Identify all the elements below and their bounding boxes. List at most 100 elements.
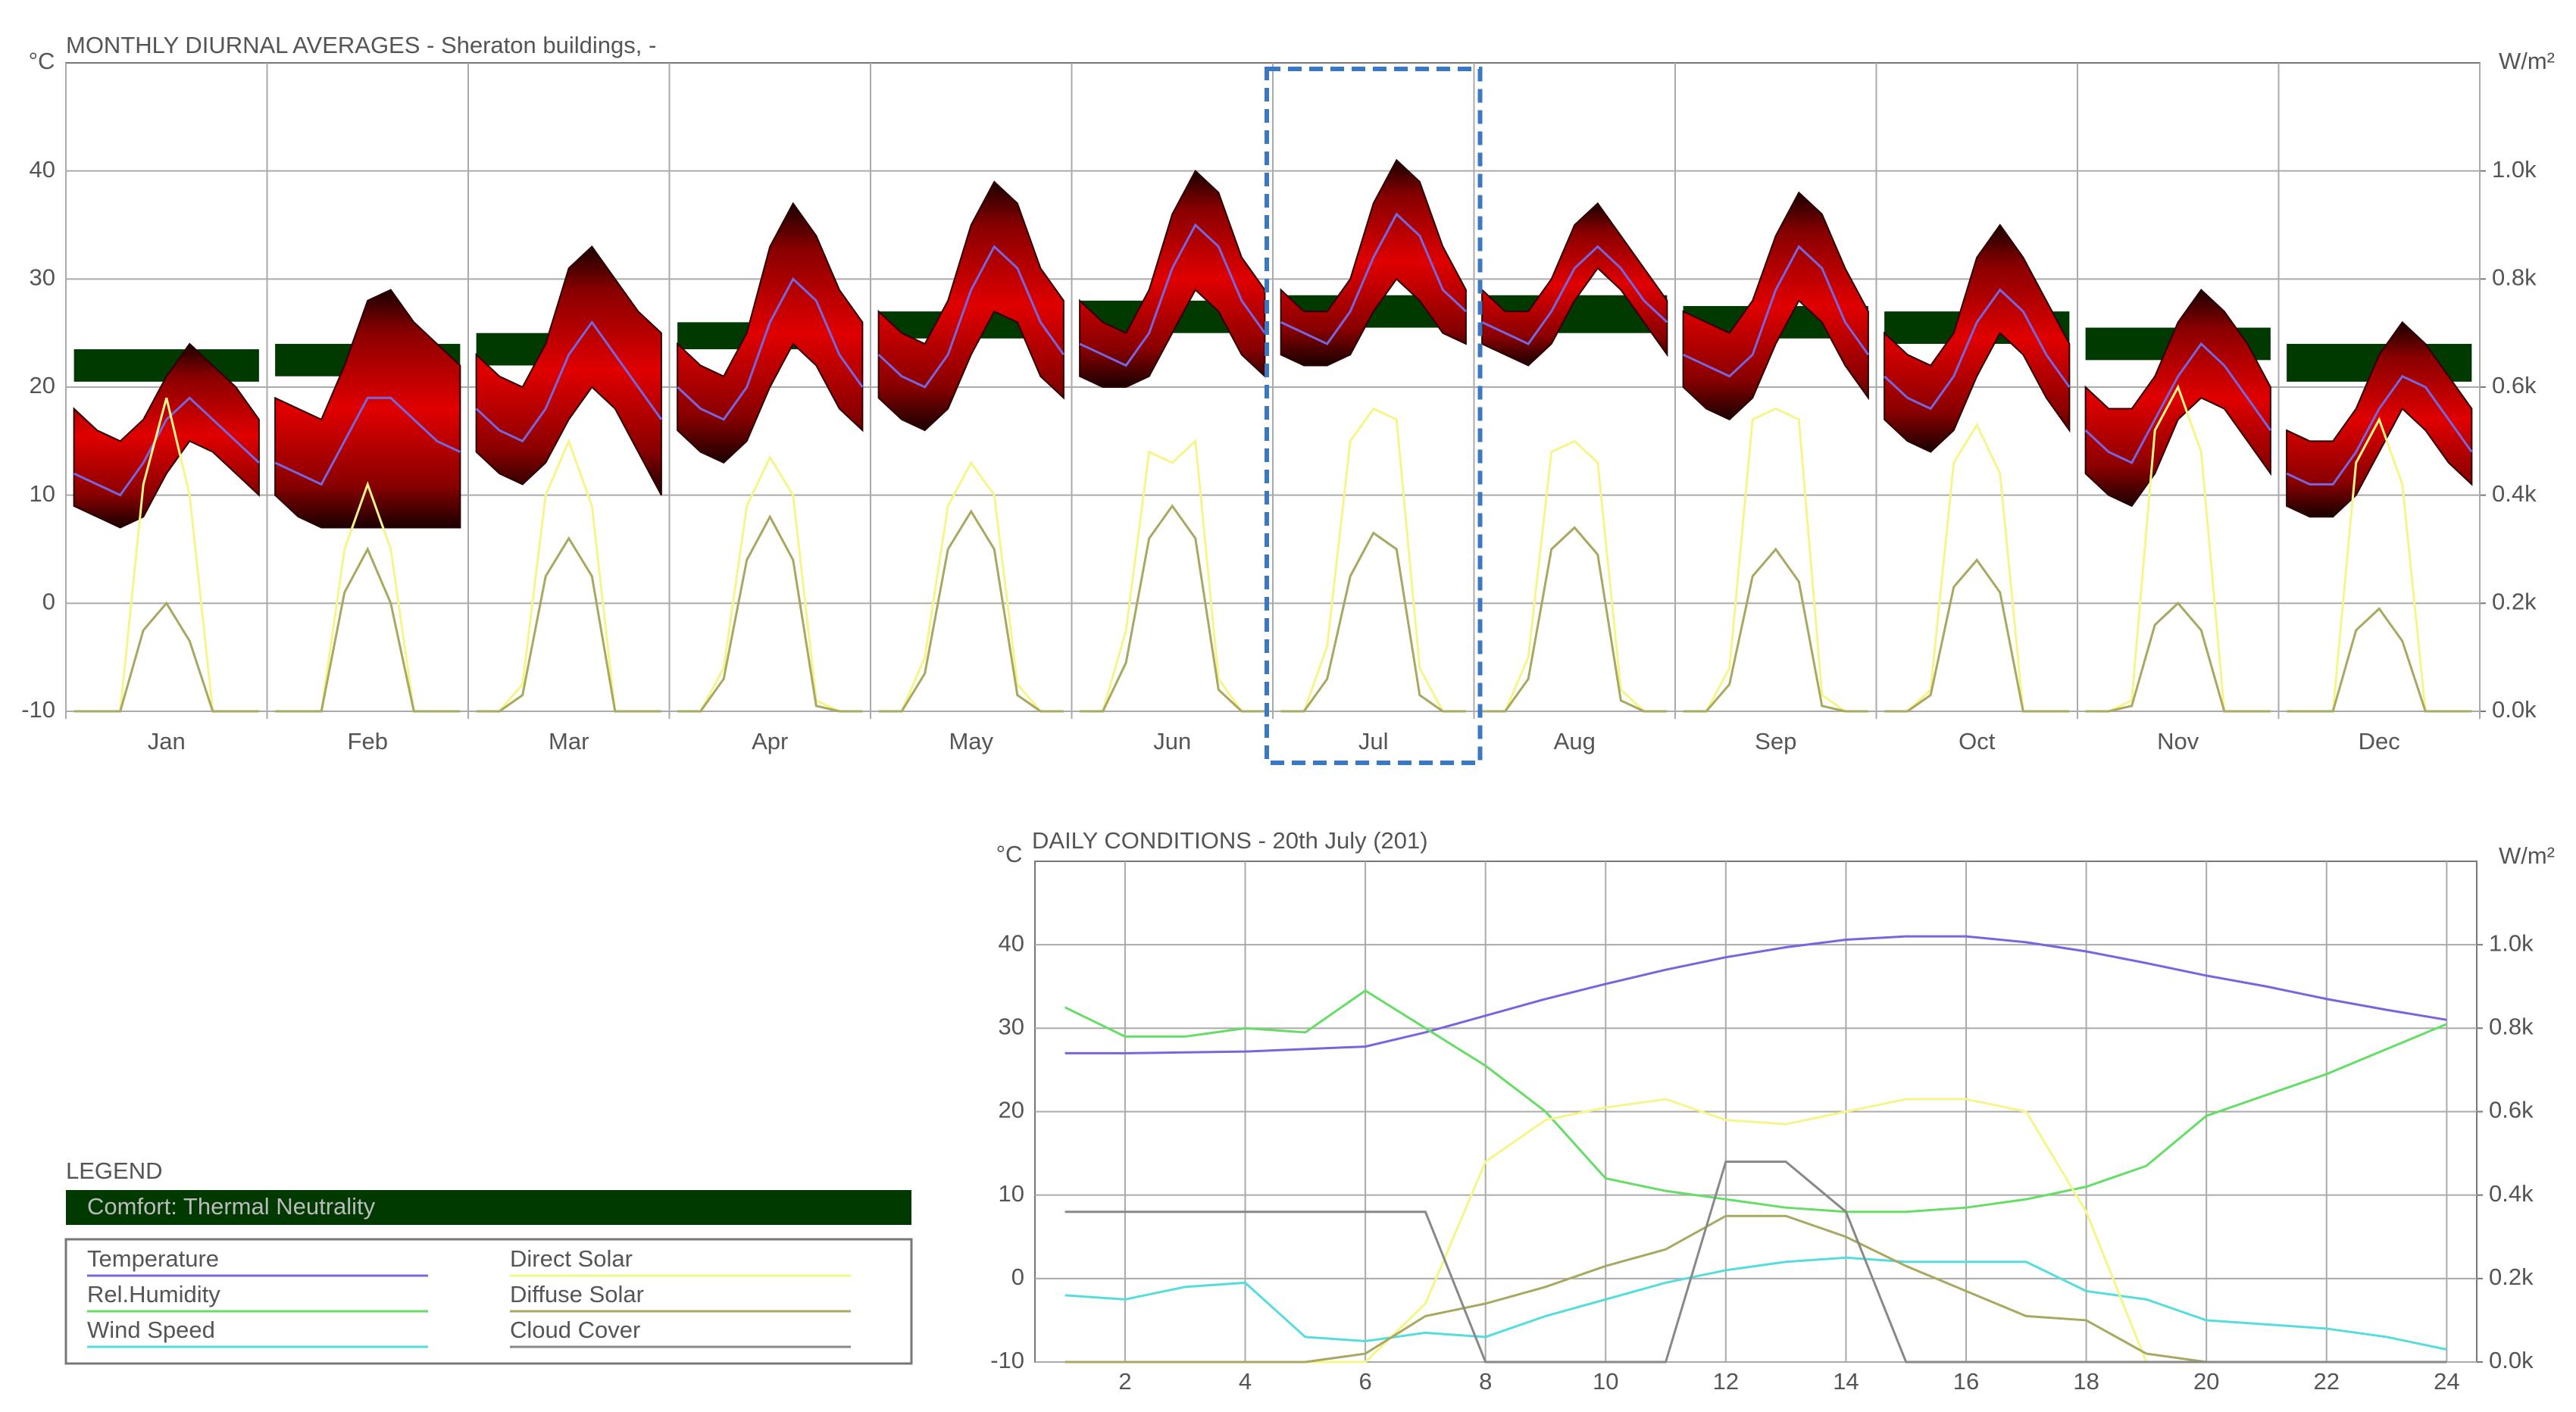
temperature-mean-line — [1481, 245, 1668, 345]
y2-tick-label: 0.2k — [2492, 589, 2537, 615]
temperature-range — [1481, 201, 1668, 367]
direct-solar-line — [1080, 439, 1265, 713]
y2-tick-label: 1.0k — [2489, 929, 2534, 956]
x-tick-label: Sep — [1755, 728, 1796, 754]
y2-tick-label: 0.4k — [2489, 1180, 2534, 1207]
highlight-frame — [1265, 67, 1483, 765]
x-tick-label: 4 — [1239, 1368, 1252, 1395]
x-tick-label: Jun — [1153, 728, 1191, 754]
diffuse-solar-line — [878, 509, 1064, 713]
temperature-range — [677, 201, 864, 464]
legend: LEGEND Comfort: Thermal Neutrality — [64, 1157, 913, 1365]
legend-box — [64, 1238, 913, 1365]
y2-tick-label: 0.0k — [2489, 1347, 2534, 1373]
y2-tick-label: 1.0k — [2492, 156, 2537, 183]
y2-tick-label: 0.0k — [2492, 696, 2537, 723]
x-tick-label: 20 — [2193, 1368, 2219, 1395]
y-tick-label: 20 — [30, 372, 55, 398]
legend-label: Temperature — [87, 1245, 219, 1272]
x-tick-label: 8 — [1479, 1368, 1492, 1395]
diffuse-solar-line — [476, 536, 661, 713]
y2-axis-unit: W/m² — [2499, 48, 2555, 74]
chart-title: MONTHLY DIURNAL AVERAGES - Sheraton buil… — [66, 32, 656, 58]
x-tick-label: Feb — [348, 728, 388, 754]
x-tick-label: 10 — [1593, 1368, 1618, 1395]
x-tick-label: 6 — [1358, 1368, 1371, 1395]
y-tick-label: 40 — [30, 156, 55, 183]
y-tick-label: 30 — [30, 264, 55, 291]
y2-tick-label: 0.6k — [2489, 1097, 2534, 1123]
legend-comfort-label: Comfort: Thermal Neutrality — [87, 1193, 376, 1220]
diffuse-solar-line — [1280, 531, 1466, 713]
temperature-mean-line — [274, 396, 461, 486]
y2-tick-label: 0.8k — [2489, 1014, 2534, 1040]
x-tick-label: Oct — [1959, 728, 1996, 754]
temperature-range — [73, 342, 260, 529]
y-tick-label: -10 — [990, 1347, 1024, 1373]
temperature-range — [1884, 223, 2071, 453]
temperature-mean-line — [1280, 212, 1467, 345]
x-tick-label: Aug — [1554, 728, 1596, 754]
y-tick-label: 0 — [42, 589, 55, 615]
temperature-mean-line — [877, 245, 1065, 389]
y2-tick-label: 0.2k — [2489, 1264, 2534, 1290]
diffuse-solar-line — [1080, 504, 1265, 713]
y-tick-label: 10 — [30, 480, 55, 507]
direct-solar-line — [878, 461, 1064, 713]
direct-solar-line — [1683, 407, 1868, 713]
y2-tick-label: 0.6k — [2492, 372, 2537, 398]
diffuse-solar-line — [1884, 558, 2070, 713]
y-tick-label: 30 — [999, 1014, 1024, 1040]
x-tick-label: May — [949, 728, 993, 754]
temperature-mean-line — [1682, 245, 1870, 378]
chart-title: DAILY CONDITIONS - 20th July (201) — [1032, 827, 1428, 854]
x-tick-label: Nov — [2157, 728, 2199, 754]
y2-tick-label: 0.8k — [2492, 264, 2537, 291]
legend-label: Rel.Humidity — [87, 1281, 220, 1307]
y2-axis-unit: W/m² — [2499, 842, 2555, 869]
temperature-range — [1682, 191, 1869, 420]
diffuse-solar-line — [2085, 601, 2271, 713]
direct-solar-line — [1280, 407, 1466, 713]
x-tick-label: 14 — [1833, 1368, 1859, 1395]
x-tick-label: Jul — [1358, 728, 1389, 754]
direct-solar-line — [1482, 439, 1668, 713]
series-line — [1064, 1161, 2447, 1364]
temperature-range — [475, 245, 662, 496]
diffuse-solar-line — [2287, 607, 2472, 713]
temperature-mean-line — [475, 320, 663, 443]
x-tick-label: Apr — [752, 728, 788, 754]
y2-tick-label: 0.4k — [2492, 480, 2537, 507]
temperature-range — [1280, 158, 1467, 367]
diffuse-solar-line — [73, 601, 259, 713]
y-axis-unit: °C — [996, 841, 1023, 867]
y-tick-label: 20 — [999, 1097, 1024, 1123]
x-tick-label: Mar — [549, 728, 589, 754]
y-axis-unit: °C — [29, 48, 55, 74]
x-tick-label: 22 — [2314, 1368, 2340, 1395]
x-tick-label: 12 — [1713, 1368, 1739, 1395]
series-line — [1064, 1256, 2447, 1351]
y-tick-label: 0 — [1011, 1264, 1024, 1290]
x-tick-label: 2 — [1118, 1368, 1131, 1395]
temperature-range — [877, 180, 1064, 432]
temperature-mean-line — [2084, 342, 2272, 464]
temperature-range — [274, 289, 461, 529]
y-tick-label: 40 — [999, 929, 1024, 956]
series-line — [1064, 989, 2447, 1214]
y-tick-label: 10 — [999, 1180, 1024, 1207]
series-line — [1064, 935, 2447, 1054]
temperature-mean-line — [73, 396, 260, 497]
legend-title: LEGEND — [66, 1157, 162, 1184]
legend-label: Diffuse Solar — [510, 1281, 644, 1307]
temperature-mean-line — [677, 276, 864, 421]
x-tick-label: Dec — [2359, 728, 2400, 754]
diffuse-solar-line — [1482, 526, 1668, 713]
temperature-range — [2084, 289, 2271, 508]
legend-label: Cloud Cover — [510, 1317, 640, 1343]
temperature-mean-line — [1079, 223, 1266, 367]
legend-label: Wind Speed — [87, 1317, 215, 1343]
y-tick-label: -10 — [21, 696, 55, 723]
